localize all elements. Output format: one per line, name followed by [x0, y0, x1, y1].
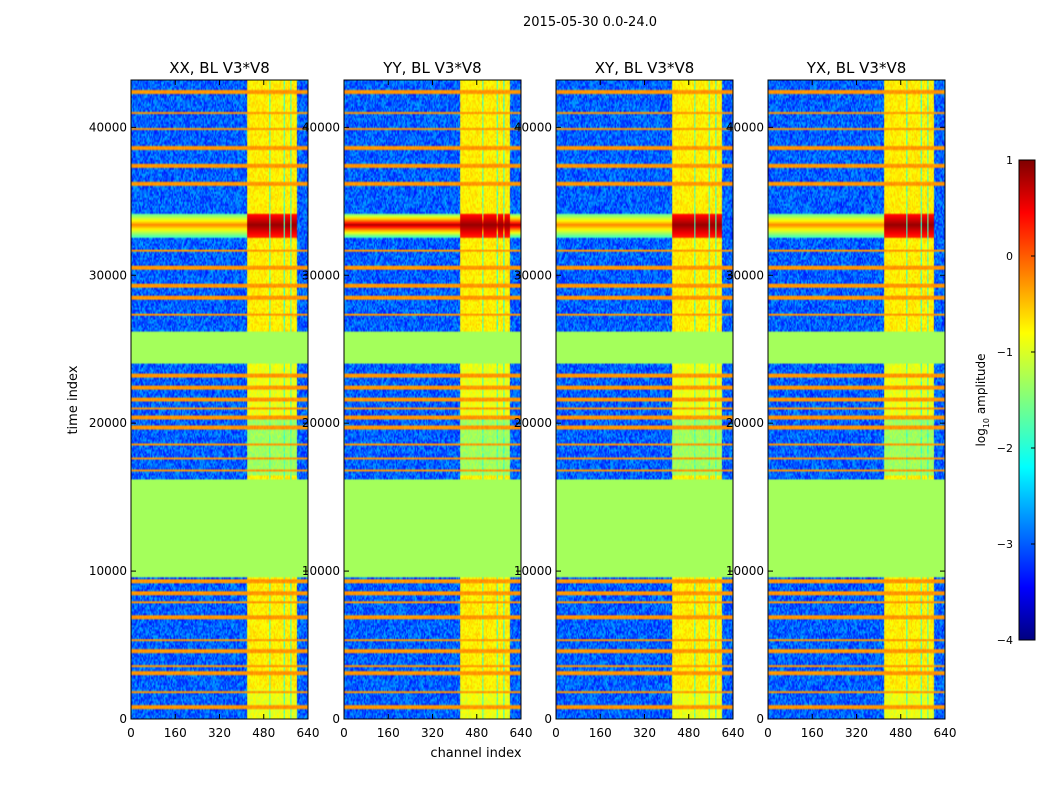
y-tick-label: 10000: [514, 564, 552, 578]
x-tick-label: 0: [764, 726, 772, 740]
y-tick-label: 20000: [514, 416, 552, 430]
colorbar: log10 amplitude 1 0 −1 −2 −3 −4: [974, 154, 1036, 647]
x-tick-label: 480: [677, 726, 700, 740]
y-tick-label: 20000: [89, 416, 127, 430]
colorbar-tick-label: −3: [997, 538, 1013, 551]
x-tick-label: 0: [127, 726, 135, 740]
y-tick-label: 0: [332, 712, 340, 726]
y-tick-label: 40000: [726, 120, 764, 134]
y-tick-label: 30000: [514, 268, 552, 282]
panel-4: YX, BL V3*V8 0 160 320 480 640 0 10000 20000 3000…: [726, 59, 957, 740]
y-tick-label: 0: [119, 712, 127, 726]
figure-suptitle: 2015-05-30 0.0-24.0: [523, 15, 657, 30]
colorbar-tick-label: 0: [1006, 250, 1013, 263]
y-tick-label: 30000: [89, 268, 127, 282]
x-tick-label: 640: [722, 726, 745, 740]
y-tick-label: 30000: [302, 268, 340, 282]
y-tick-label: 30000: [726, 268, 764, 282]
x-axis-label: channel index: [430, 746, 521, 761]
panel-title: YX, BL V3*V8: [806, 59, 907, 77]
panel-title: YY, BL V3*V8: [382, 59, 481, 77]
y-tick-label: 10000: [89, 564, 127, 578]
x-tick-label: 160: [589, 726, 612, 740]
x-tick-label: 480: [889, 726, 912, 740]
colorbar-tick-label: −2: [997, 442, 1013, 455]
x-tick-label: 320: [633, 726, 656, 740]
x-tick-label: 480: [252, 726, 275, 740]
x-tick-label: 640: [510, 726, 533, 740]
colorbar-tick-label: 1: [1006, 154, 1013, 167]
panel-heatmap: [556, 80, 733, 719]
y-tick-label: 40000: [89, 120, 127, 134]
x-tick-label: 320: [208, 726, 231, 740]
x-tick-label: 640: [934, 726, 957, 740]
colorbar-tick-label: −4: [997, 634, 1013, 647]
panel-3: XY, BL V3*V8 0 160 320 480 640 0 10000 20000 3000…: [514, 59, 745, 740]
panel-heatmap: [131, 80, 308, 719]
x-tick-label: 0: [340, 726, 348, 740]
colorbar-label: log10 amplitude: [974, 354, 991, 447]
panel-heatmap: [768, 80, 945, 719]
y-tick-label: 20000: [302, 416, 340, 430]
y-tick-label: 0: [756, 712, 764, 726]
x-tick-label: 160: [164, 726, 187, 740]
x-tick-label: 160: [801, 726, 824, 740]
colorbar-gradient: [1018, 159, 1036, 641]
colorbar-tick-label: −1: [997, 346, 1013, 359]
y-tick-label: 40000: [302, 120, 340, 134]
panel-1: XX, BL V3*V8 0 160 320 480 640 0 10000 20000 3000…: [89, 59, 320, 740]
y-tick-label: 0: [544, 712, 552, 726]
y-tick-label: 10000: [302, 564, 340, 578]
y-tick-label: 10000: [726, 564, 764, 578]
y-tick-label: 20000: [726, 416, 764, 430]
x-tick-label: 320: [421, 726, 444, 740]
panel-title: XX, BL V3*V8: [169, 59, 270, 77]
y-axis-label: time index: [66, 365, 81, 434]
panel-title: XY, BL V3*V8: [595, 59, 695, 77]
x-tick-label: 640: [297, 726, 320, 740]
x-tick-label: 0: [552, 726, 560, 740]
x-tick-label: 320: [845, 726, 868, 740]
panel-heatmap: [344, 80, 521, 719]
x-tick-label: 480: [465, 726, 488, 740]
x-tick-label: 160: [377, 726, 400, 740]
panel-2: YY, BL V3*V8 0 160 320 480 640 0 10000 20000 3000…: [302, 59, 533, 740]
y-tick-label: 40000: [514, 120, 552, 134]
